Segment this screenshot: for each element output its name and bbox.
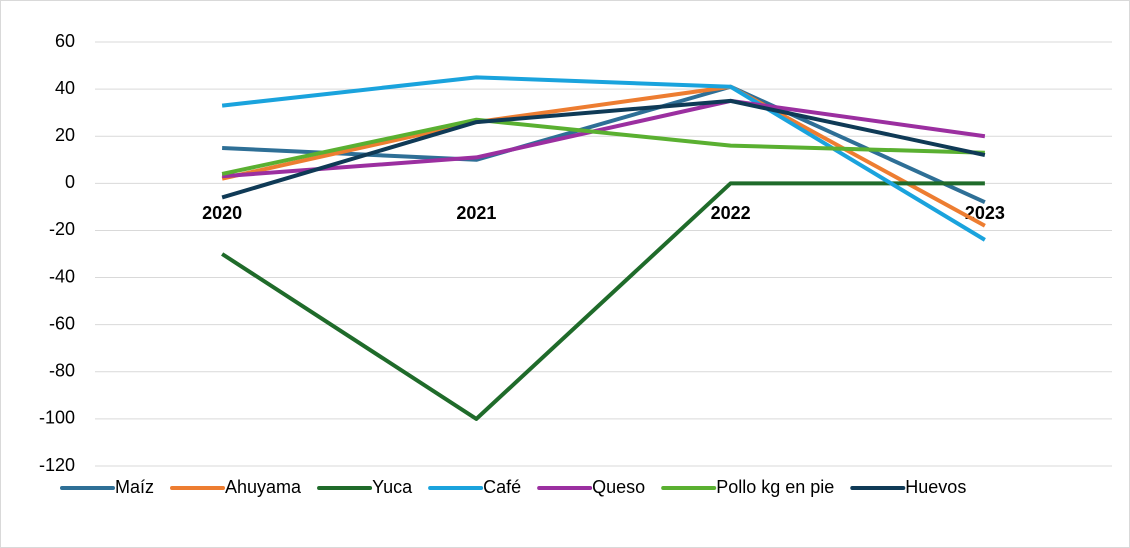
y-tick-label: 60 (55, 31, 75, 51)
legend-label: Café (483, 477, 521, 497)
legend-label: Yuca (372, 477, 413, 497)
y-tick-label: -80 (49, 361, 75, 381)
series-line (221, 84, 986, 228)
legend-label: Ahuyama (225, 477, 302, 497)
y-tick-label: 0 (65, 172, 75, 192)
legend-label: Huevos (905, 477, 966, 497)
x-tick-label: 2022 (711, 203, 751, 223)
legend-label: Pollo kg en pie (716, 477, 834, 497)
y-tick-label: -120 (39, 455, 75, 475)
series-line (221, 75, 986, 242)
y-tick-label: -60 (49, 313, 75, 333)
y-tick-label: -100 (39, 408, 75, 428)
x-tick-label: 2021 (456, 203, 496, 223)
y-tick-label: -20 (49, 219, 75, 239)
y-tick-label: 20 (55, 125, 75, 145)
y-tick-label: -40 (49, 266, 75, 286)
legend-label: Maíz (115, 477, 154, 497)
series-line (222, 84, 986, 204)
series-line (221, 117, 985, 176)
y-tick-label: 40 (55, 78, 75, 98)
series-line (221, 98, 986, 200)
legend-label: Queso (592, 477, 645, 497)
series-line (221, 181, 985, 421)
x-tick-label: 2020 (202, 203, 242, 223)
series-line (221, 98, 986, 179)
